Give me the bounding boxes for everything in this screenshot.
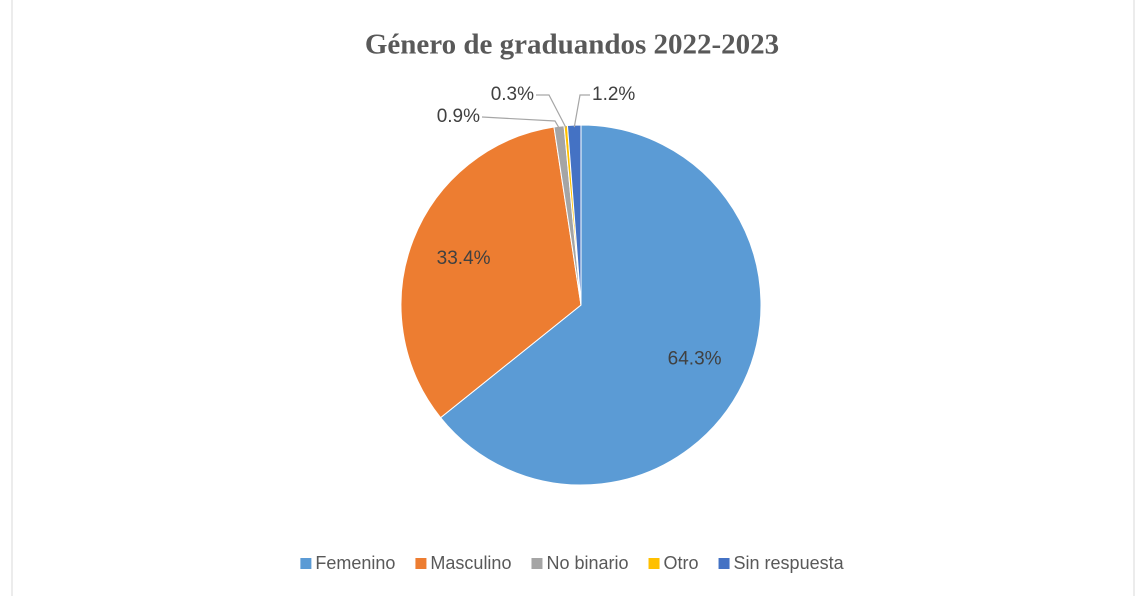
data-label: 0.9%	[437, 106, 480, 127]
data-label: 64.3%	[668, 349, 722, 370]
leader-line	[536, 94, 567, 128]
legend-swatch	[718, 558, 730, 569]
legend-label: Sin respuesta	[734, 553, 845, 573]
leader-line	[573, 94, 590, 128]
data-label: 33.4%	[437, 248, 491, 269]
data-label: 1.2%	[592, 84, 635, 105]
legend-swatch	[300, 558, 312, 569]
legend-label: Femenino	[315, 553, 395, 573]
legend-swatch	[648, 558, 660, 569]
legend-label: Otro	[664, 553, 699, 573]
legend-label: Masculino	[430, 553, 511, 573]
legend-label: No binario	[546, 553, 628, 573]
data-label: 0.3%	[491, 84, 534, 105]
pie-slice	[439, 124, 762, 486]
legend-swatch	[531, 558, 543, 569]
legend-swatch	[415, 558, 427, 569]
leader-line	[481, 116, 560, 129]
chart-title: Género de graduandos 2022-2023	[365, 29, 779, 61]
pie-slice	[400, 126, 582, 419]
